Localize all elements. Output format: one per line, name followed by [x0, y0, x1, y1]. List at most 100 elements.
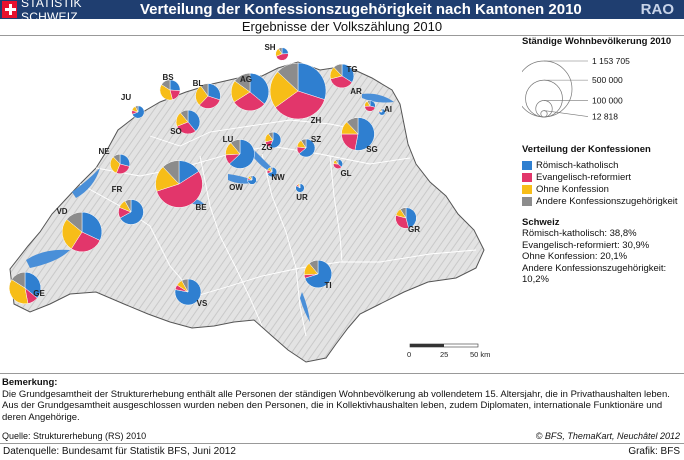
pop-size-legend: 1 153 705 500 000 100 000 12 818 [515, 56, 630, 122]
pie-ti [303, 259, 333, 289]
pop-legend-label: 500 000 [592, 75, 623, 85]
pie-slice [249, 72, 270, 105]
pie-so [175, 109, 201, 135]
canton-label-vs: VS [197, 299, 208, 308]
legend-item-andere: Andere Konfessionszugehörigkeit [522, 195, 682, 207]
pie-slice [335, 159, 339, 165]
pie-slice [11, 271, 26, 289]
ohne-swatch [522, 184, 532, 194]
page-title: Verteilung der Konfessionszugehörigkeit … [140, 1, 582, 18]
switzerland-map: 0 25 50 km SH BS BL AG TG ZH AR AI JU SO LU ZG SZ SG N… [8, 43, 490, 363]
scale-label-0: 0 [407, 350, 411, 359]
pie-slice [230, 139, 241, 155]
kath-swatch [522, 160, 532, 170]
pie-be [155, 160, 203, 208]
pie-slice [181, 278, 189, 293]
pie-slice [278, 47, 283, 55]
bfs-logo[interactable]: STATISTIK SCHWEIZ [0, 0, 128, 24]
pie-slice [330, 75, 353, 89]
canton-label-vd: VD [56, 207, 67, 216]
pie-zg [264, 131, 282, 149]
legend-label: Andere Konfessionszugehörigkeit [536, 195, 678, 207]
canton-label-sz: SZ [311, 135, 321, 144]
pie-tg [329, 63, 355, 89]
pie-slice [249, 175, 253, 181]
canton-label-sh: SH [264, 43, 275, 52]
swiss-cross-icon [2, 1, 18, 18]
logo-text: STATISTIK SCHWEIZ [21, 0, 82, 24]
pie-slice [379, 108, 383, 113]
pie-slice [354, 117, 375, 151]
schweiz-line: 10,2% [522, 274, 549, 285]
pop-circle [535, 100, 553, 118]
source-text: Quelle: Strukturerhebung (RS) 2010 [2, 431, 147, 441]
pie-slice [400, 207, 407, 219]
pie-slice [180, 109, 189, 123]
pie-slice [24, 271, 42, 299]
canton-label-gr: GR [408, 225, 420, 234]
pie-slice [367, 100, 371, 107]
pie-slice [233, 91, 265, 112]
pop-legend-title: Ständige Wohnbevölkerung 2010 [522, 36, 672, 47]
pie-slice [229, 139, 255, 169]
canton-label-ur: UR [296, 193, 308, 202]
legend-label: Ohne Konfession [536, 183, 609, 195]
pop-circle [540, 110, 548, 118]
pie-slice [308, 259, 319, 275]
canton-label-zh: ZH [311, 116, 322, 125]
pie-slice [269, 131, 282, 149]
pie-slice [162, 160, 180, 185]
canton-label-ar: AR [350, 87, 362, 96]
pie-ag [230, 72, 270, 112]
canton-label-ag: AG [240, 75, 252, 84]
pie-bl [195, 83, 221, 109]
pie-slice [119, 199, 144, 225]
pop-leader [543, 110, 589, 117]
canton-label-ai: AI [384, 105, 392, 114]
pie-bs [159, 79, 181, 101]
pie-slice [378, 108, 386, 116]
divider [0, 443, 684, 444]
rao-badge: RAO [640, 1, 674, 18]
pie-nw [266, 166, 278, 178]
pie-slice [395, 215, 409, 229]
pie-vd [61, 211, 103, 253]
pie-ju [131, 105, 145, 119]
legend-label: Evangelisch-reformiert [536, 171, 632, 183]
pie-sz [296, 138, 316, 158]
pie-slice [200, 83, 209, 97]
header-bar: STATISTIK SCHWEIZ Verteilung der Konfess… [0, 0, 684, 24]
canton-label-tg: TG [346, 65, 357, 74]
conf-legend-title: Verteilung der Konfessionen [522, 144, 651, 155]
canton-label-ne: NE [98, 147, 110, 156]
pie-slice [269, 166, 273, 173]
scale-bar: 0 25 50 km [407, 343, 490, 359]
lakes [26, 93, 394, 322]
pie-slice [161, 79, 171, 91]
pie-ur [295, 183, 305, 193]
pie-ai [378, 108, 386, 116]
pie-slice [300, 138, 307, 149]
pie-slice [274, 90, 325, 120]
canton-label-nw: NW [271, 173, 285, 182]
pie-ne [110, 153, 131, 174]
ref-swatch [522, 172, 532, 182]
divider [0, 373, 684, 374]
pie-ow [247, 175, 257, 185]
data-source-footer: Datenquelle: Bundesamt für Statistik BFS… [3, 446, 236, 457]
remarks-text: Die Grundgesamtheit der Strukturerhebung… [2, 388, 670, 423]
scale-label-50: 50 km [470, 350, 490, 359]
pie-slice [8, 279, 29, 305]
canton-label-fr: FR [112, 185, 123, 194]
pie-slice [267, 131, 274, 141]
copyright-text: © BFS, ThemaKart, Neuchâtel 2012 [535, 431, 680, 441]
canton-label-ju: JU [121, 93, 131, 102]
andere-swatch [522, 196, 532, 206]
schweiz-title: Schweiz [522, 217, 560, 228]
pie-slice [277, 62, 299, 92]
pie-slice [234, 72, 251, 93]
canton-label-ow: OW [229, 183, 243, 192]
pie-slice [187, 109, 201, 132]
canton-label-gl: GL [340, 169, 351, 178]
pie-zh [269, 62, 327, 120]
